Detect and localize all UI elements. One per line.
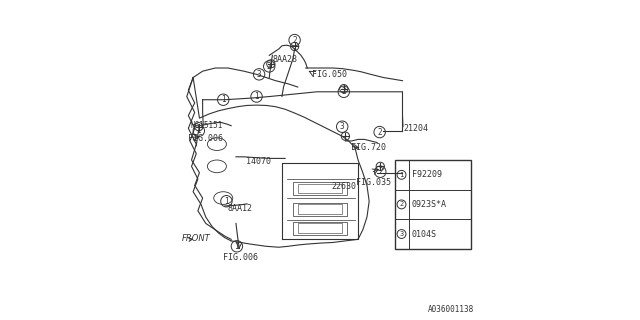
Text: 2: 2 [378,167,383,176]
Text: 8AA12: 8AA12 [227,204,252,213]
Text: 1: 1 [221,95,225,104]
Text: FIG.720: FIG.720 [351,143,386,152]
Text: 1: 1 [196,126,201,135]
Text: 2: 2 [267,62,271,71]
Text: 14070: 14070 [246,157,271,166]
Text: 0104S: 0104S [412,229,437,238]
Text: 22630: 22630 [331,182,356,191]
Text: H615151: H615151 [191,121,223,130]
Text: FIG.035: FIG.035 [356,178,392,187]
Text: 3: 3 [399,231,404,237]
Text: 0923S*A: 0923S*A [412,200,447,209]
Text: 2: 2 [292,36,297,44]
Text: 2: 2 [399,201,404,207]
Text: 1: 1 [235,242,239,251]
Text: 2: 2 [342,87,346,96]
Text: 1: 1 [224,197,228,206]
Text: FRONT: FRONT [182,234,211,243]
Text: 1: 1 [399,172,404,178]
Text: FIG.050: FIG.050 [312,70,347,79]
Text: A036001138: A036001138 [428,305,474,314]
Text: 2: 2 [378,128,382,137]
Text: 3: 3 [340,122,344,131]
Text: 3: 3 [257,70,261,79]
Text: FIG.006: FIG.006 [223,253,258,262]
Text: 21204: 21204 [403,124,428,133]
Text: 1: 1 [254,92,259,101]
Text: FIG.006: FIG.006 [188,134,223,143]
Text: F92209: F92209 [412,170,442,179]
Text: 8AA28: 8AA28 [273,55,298,64]
